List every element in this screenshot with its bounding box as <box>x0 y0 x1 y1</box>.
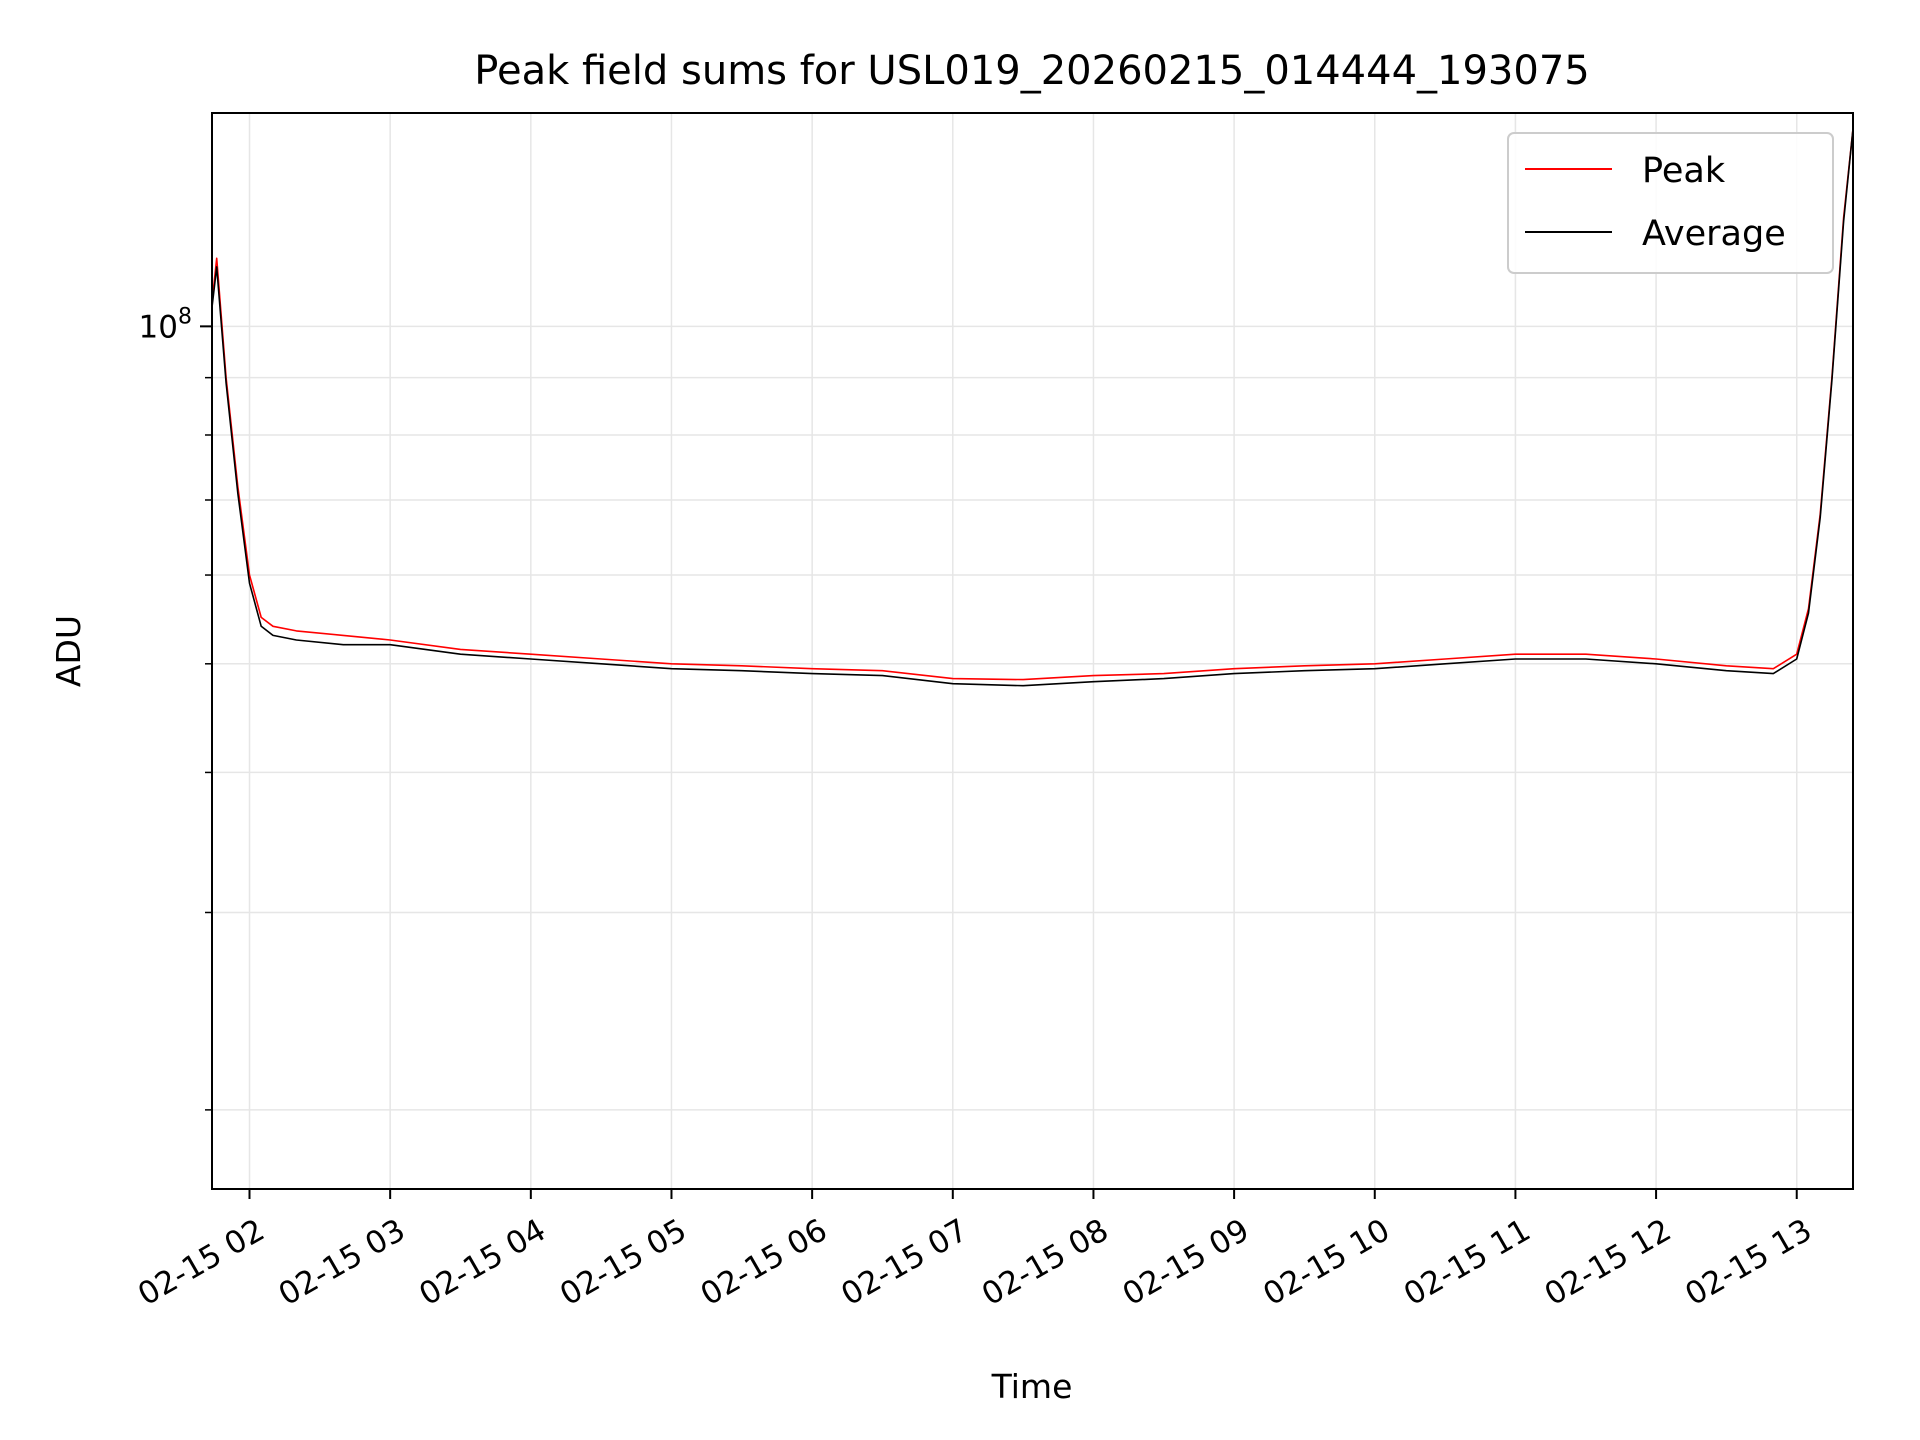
series-line-peak <box>211 128 1854 681</box>
series-line-average <box>211 128 1854 687</box>
plot-lines <box>211 128 1854 687</box>
legend: Peak Average <box>1507 132 1834 274</box>
legend-label-average: Average <box>1642 214 1786 254</box>
grid <box>212 113 1853 1189</box>
y-axis-label: ADU <box>49 615 88 687</box>
chart-title: Peak field sums for USL019_20260215_0144… <box>474 48 1589 94</box>
x-axis-label: Time <box>991 1367 1073 1406</box>
legend-label-peak: Peak <box>1642 151 1726 191</box>
plot-frame <box>211 112 1854 1190</box>
